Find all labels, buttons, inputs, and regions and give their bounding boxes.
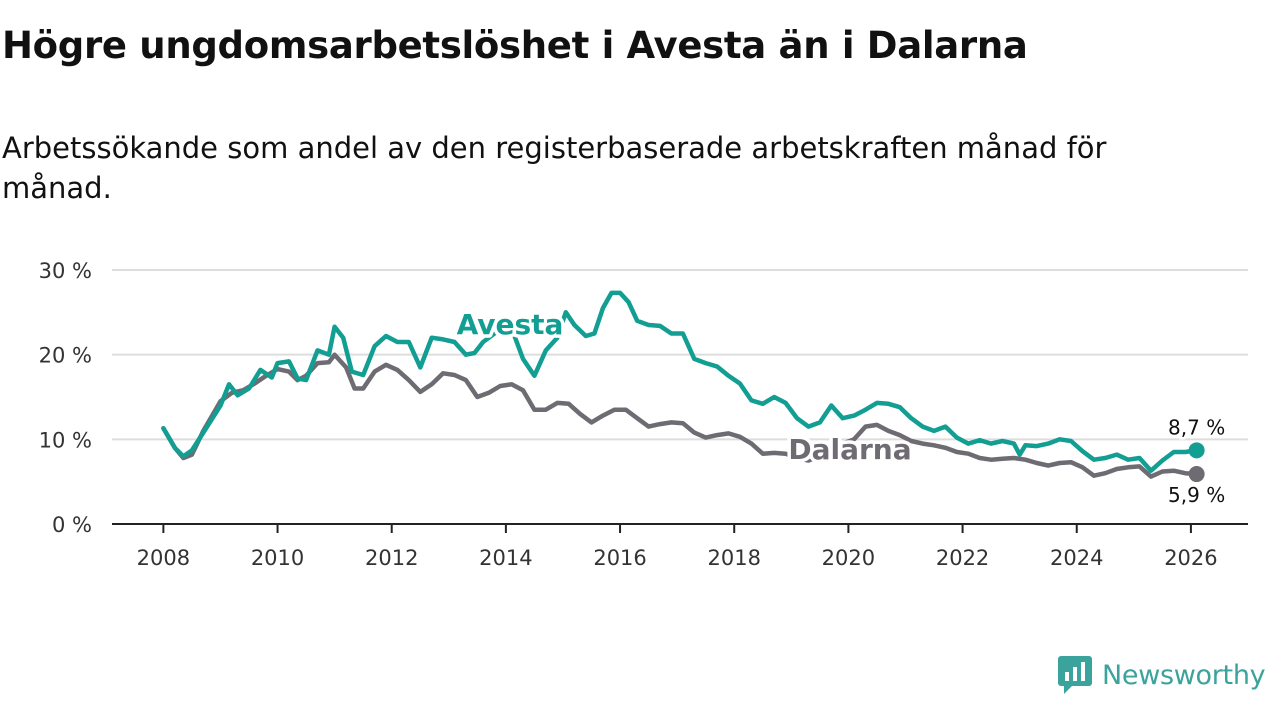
x-tick-label: 2026 xyxy=(1164,546,1217,570)
y-tick-label: 30 % xyxy=(39,259,92,283)
series-lines xyxy=(161,290,1205,483)
brand-logo: Newsworthy xyxy=(1058,655,1266,695)
x-tick-label: 2024 xyxy=(1050,546,1103,570)
series-line-avesta xyxy=(161,290,1199,473)
end-point-dalarna xyxy=(1188,466,1205,483)
y-tick-label: 20 % xyxy=(39,344,92,368)
chart-title: Högre ungdomsarbetslöshet i Avesta än i … xyxy=(2,24,1028,67)
x-tick-label: 2008 xyxy=(137,546,190,570)
x-tick-label: 2016 xyxy=(593,546,646,570)
series-label-avesta: Avesta xyxy=(457,308,564,341)
end-point-avesta xyxy=(1188,442,1205,459)
x-tick-label: 2018 xyxy=(708,546,761,570)
series-labels: Avesta Dalarna 8,7 % 5,9 % xyxy=(453,305,1228,510)
brand-name: Newsworthy xyxy=(1102,659,1266,691)
x-tick-label: 2010 xyxy=(251,546,304,570)
end-value-label-dalarna: 5,9 % xyxy=(1168,483,1225,507)
x-tick-label: 2014 xyxy=(479,546,532,570)
x-tick-label: 2012 xyxy=(365,546,418,570)
x-tick-label: 2020 xyxy=(822,546,875,570)
chart-subtitle: Arbetssökande som andel av den registerb… xyxy=(2,131,1107,205)
y-tick-label: 0 % xyxy=(52,513,92,537)
grid-lines xyxy=(112,269,1248,441)
y-tick-label: 10 % xyxy=(39,428,92,452)
newsworthy-logo-icon xyxy=(1058,656,1092,694)
x-tick-label: 2022 xyxy=(936,546,989,570)
axes: 0 % 10 % 20 % 30 % 2008 2010 2012 2014 2016 2018 2… xyxy=(39,259,1248,570)
series-label-dalarna: Dalarna xyxy=(788,433,911,466)
end-value-label-avesta: 8,7 % xyxy=(1168,415,1225,439)
series-line-dalarna xyxy=(161,352,1199,479)
